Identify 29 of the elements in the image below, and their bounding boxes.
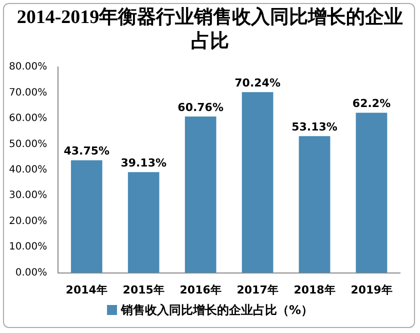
- x-tick-label: 2018年: [294, 283, 336, 296]
- data-label: 53.13%: [292, 120, 338, 134]
- y-tick-label: 60.00%: [8, 113, 48, 124]
- y-tick-label: 50.00%: [8, 138, 48, 150]
- legend-label: 销售收入同比增长的企业占比（%）: [120, 303, 314, 317]
- bar: [70, 160, 102, 273]
- x-tick-label: 2015年: [122, 283, 164, 296]
- data-label: 43.75%: [64, 144, 110, 158]
- data-label: 70.24%: [234, 76, 280, 90]
- data-label: 39.13%: [120, 156, 167, 170]
- bar: [128, 172, 160, 273]
- y-tick-label: 20.00%: [8, 216, 48, 227]
- bar: [298, 136, 330, 273]
- bar: [242, 92, 274, 273]
- x-tick-label: 2016年: [180, 283, 222, 296]
- y-tick-label: 30.00%: [8, 190, 48, 202]
- y-tick-label: 40.00%: [8, 164, 48, 176]
- bar: [356, 112, 388, 273]
- y-tick-label: 80.00%: [8, 62, 48, 73]
- x-tick-label: 2019年: [350, 283, 392, 296]
- x-tick-label: 2014年: [66, 283, 108, 296]
- y-tick-label: 70.00%: [8, 87, 48, 98]
- x-tick-label: 2017年: [236, 283, 278, 296]
- y-tick-label: 0.00%: [15, 267, 48, 278]
- bar: [184, 116, 216, 273]
- y-tick-label: 10.00%: [8, 242, 48, 253]
- data-label: 60.76%: [178, 100, 224, 114]
- chart-title: 2014-2019年衡器行业销售收入同比增长的企业占比: [16, 6, 404, 54]
- data-label: 62.2%: [352, 97, 391, 110]
